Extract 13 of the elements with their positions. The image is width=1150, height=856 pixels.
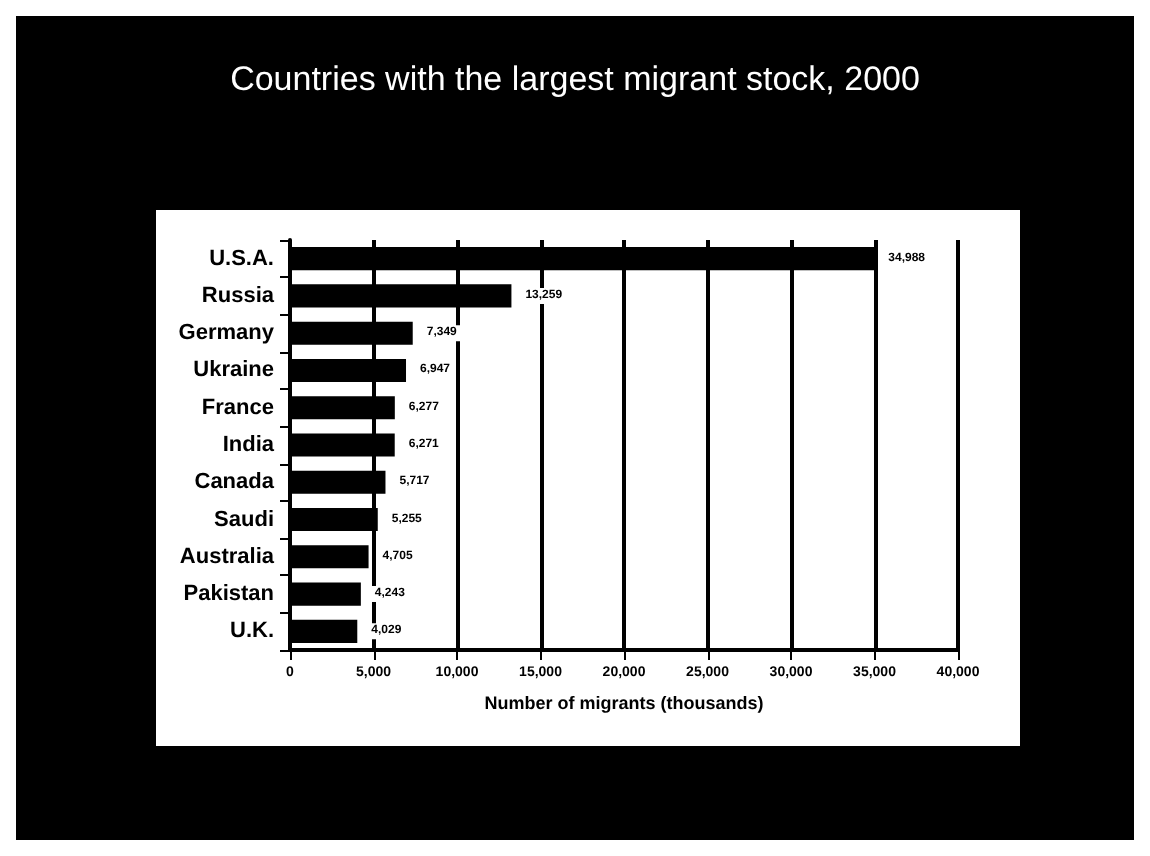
y-tick-label: Pakistan: [183, 582, 275, 607]
y-tick-label: U.K.: [230, 619, 274, 644]
y-tick-label: Ukraine: [193, 358, 274, 383]
y-tick-label: Russia: [201, 283, 276, 308]
y-tick-label: France: [201, 395, 274, 420]
y-tick-label: U.S.A.: [209, 246, 274, 271]
x-axis-title: Number of migrants (thousands): [484, 693, 764, 713]
chart-title: Countries with the largest migrant stock, 2000: [230, 60, 920, 98]
y-tick-label: Australia: [179, 544, 276, 569]
y-tick-label: Saudi: [214, 507, 274, 532]
y-tick-label: India: [222, 433, 276, 457]
y-tick-label: Canada: [194, 470, 276, 495]
y-tick-label: Germany: [178, 321, 276, 346]
